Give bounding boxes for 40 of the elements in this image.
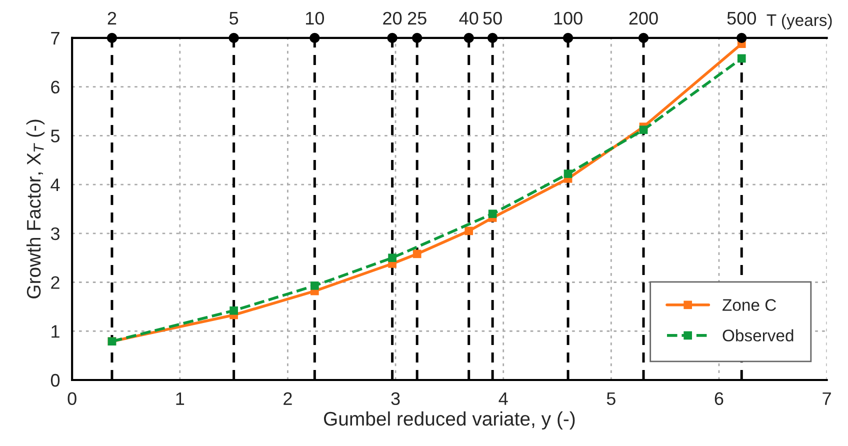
y-tick-label: 6	[51, 80, 60, 94]
point	[388, 254, 396, 262]
annotation: 50	[483, 12, 502, 25]
x-tick-label: 3	[391, 392, 400, 406]
x-tick-label: 6	[714, 392, 724, 406]
y-tick-label: 3	[50, 227, 60, 240]
y-tick-label: 5	[50, 130, 60, 142]
point	[412, 250, 422, 258]
point	[564, 170, 572, 178]
x-tick-label: 1	[176, 392, 184, 405]
annotation: 25	[408, 12, 426, 25]
point	[639, 126, 648, 134]
x-axis-title: Gumbel reduced variate, y (-)	[324, 411, 575, 430]
x-tick-label: 4	[498, 392, 508, 405]
point	[737, 54, 746, 63]
annotation: 200	[629, 12, 658, 25]
annotation: 5	[230, 12, 238, 25]
y-tick-label: 1	[52, 325, 60, 338]
x-tick-label: 2	[284, 392, 292, 405]
y-tick-label: 7	[51, 32, 60, 44]
annotation: 10	[306, 12, 324, 25]
legend-label: Zone C	[722, 299, 776, 311]
point	[230, 306, 238, 315]
legend-label: Observed	[722, 329, 794, 342]
x-tick-label: 0	[68, 392, 76, 406]
point	[310, 282, 319, 290]
y-tick-label: 4	[50, 178, 60, 192]
annotation: 2	[108, 12, 116, 24]
annotation: 500	[727, 12, 756, 25]
y-tick-label: 2	[51, 276, 60, 289]
text: T (years)	[766, 14, 832, 30]
point	[464, 226, 474, 236]
x-tick-label: 5	[606, 392, 616, 406]
annotation: 20	[383, 12, 402, 25]
annotation: 40	[459, 12, 478, 25]
point	[488, 210, 497, 218]
y-axis-title: Growth Factor, X$_{T}$ (-)	[26, 120, 45, 298]
y-tick-label: 0	[50, 374, 60, 387]
x-tick-label: 7	[822, 392, 831, 405]
annotation: 100	[554, 12, 582, 25]
